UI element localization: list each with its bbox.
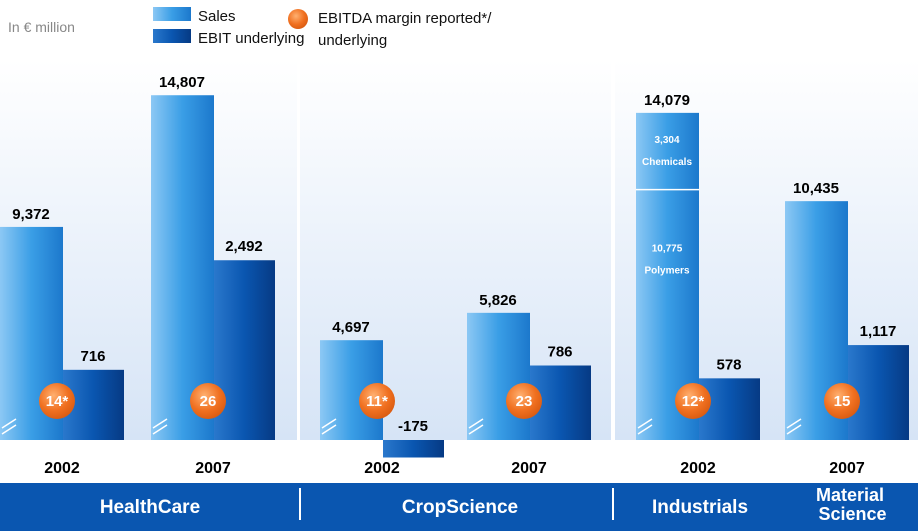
value-label: 10,435: [793, 180, 839, 197]
value-label: 14,807: [159, 74, 205, 91]
axis-break: [468, 418, 484, 429]
value-label: 578: [716, 356, 741, 373]
axis-break: [321, 424, 337, 435]
axis-break: [637, 418, 653, 429]
segment-value: 3,304: [654, 135, 679, 146]
axis-break: [152, 424, 168, 435]
margin-label: 23: [516, 393, 533, 410]
value-label: 4,697: [332, 319, 370, 336]
value-label: -175: [398, 418, 428, 435]
bar: [848, 345, 909, 440]
margin-label: 11*: [366, 393, 388, 410]
segment-value: 10,775: [652, 243, 683, 254]
group-label: Material Science: [813, 485, 886, 524]
x-tick-label: 2007: [195, 460, 231, 477]
value-label: 786: [547, 343, 572, 360]
legend-swatch: [288, 9, 308, 29]
margin-label: 12*: [682, 393, 705, 410]
margin-dot: [506, 383, 542, 419]
legend-swatch: [153, 29, 191, 43]
x-tick-label: 2002: [680, 460, 716, 477]
x-tick-label: 2007: [511, 460, 547, 477]
x-tick-label: 2007: [829, 460, 865, 477]
margin-dot: [359, 383, 395, 419]
value-label: 9,372: [12, 206, 50, 223]
value-label: 14,079: [644, 92, 690, 109]
legend-swatch: [153, 7, 191, 21]
axis-break: [152, 418, 168, 429]
group-label: Industrials: [652, 497, 748, 518]
legend-entry: EBITDA margin reported*/ underlying: [318, 10, 492, 49]
bar: [151, 95, 214, 441]
bar: [214, 260, 275, 440]
margin-dot: [675, 383, 711, 419]
margin-dot: [824, 383, 860, 419]
margin-dot: [190, 383, 226, 419]
group-strip: [0, 483, 918, 531]
axis-break: [786, 424, 802, 435]
background: [0, 7, 918, 531]
bar: [467, 312, 530, 440]
legend-entry: Sales: [198, 8, 236, 25]
axis-break: [786, 418, 802, 429]
margin-dot: [39, 383, 75, 419]
value-label: 5,826: [479, 292, 517, 309]
bar: [383, 440, 444, 458]
axis-break: [1, 418, 17, 429]
value-label: 716: [80, 348, 105, 365]
group-label: HealthCare: [100, 497, 200, 518]
legend-entry: EBIT underlying: [198, 30, 305, 47]
segment-name: Chemicals: [642, 157, 692, 168]
value-label: 2,492: [225, 238, 263, 255]
x-tick-label: 2002: [44, 460, 80, 477]
x-tick-label: 2002: [364, 460, 400, 477]
axis-break: [468, 424, 484, 435]
value-label: 1,117: [860, 323, 897, 340]
segment-name: Polymers: [644, 265, 689, 276]
axis-break: [1, 424, 17, 435]
axis-break: [637, 424, 653, 435]
margin-label: 14*: [46, 393, 69, 410]
margin-label: 15: [834, 393, 851, 410]
group-label: CropScience: [402, 497, 518, 518]
margin-label: 26: [200, 393, 217, 410]
axis-break: [321, 418, 337, 429]
unit-label: In € million: [8, 19, 75, 35]
bar: [699, 378, 760, 440]
